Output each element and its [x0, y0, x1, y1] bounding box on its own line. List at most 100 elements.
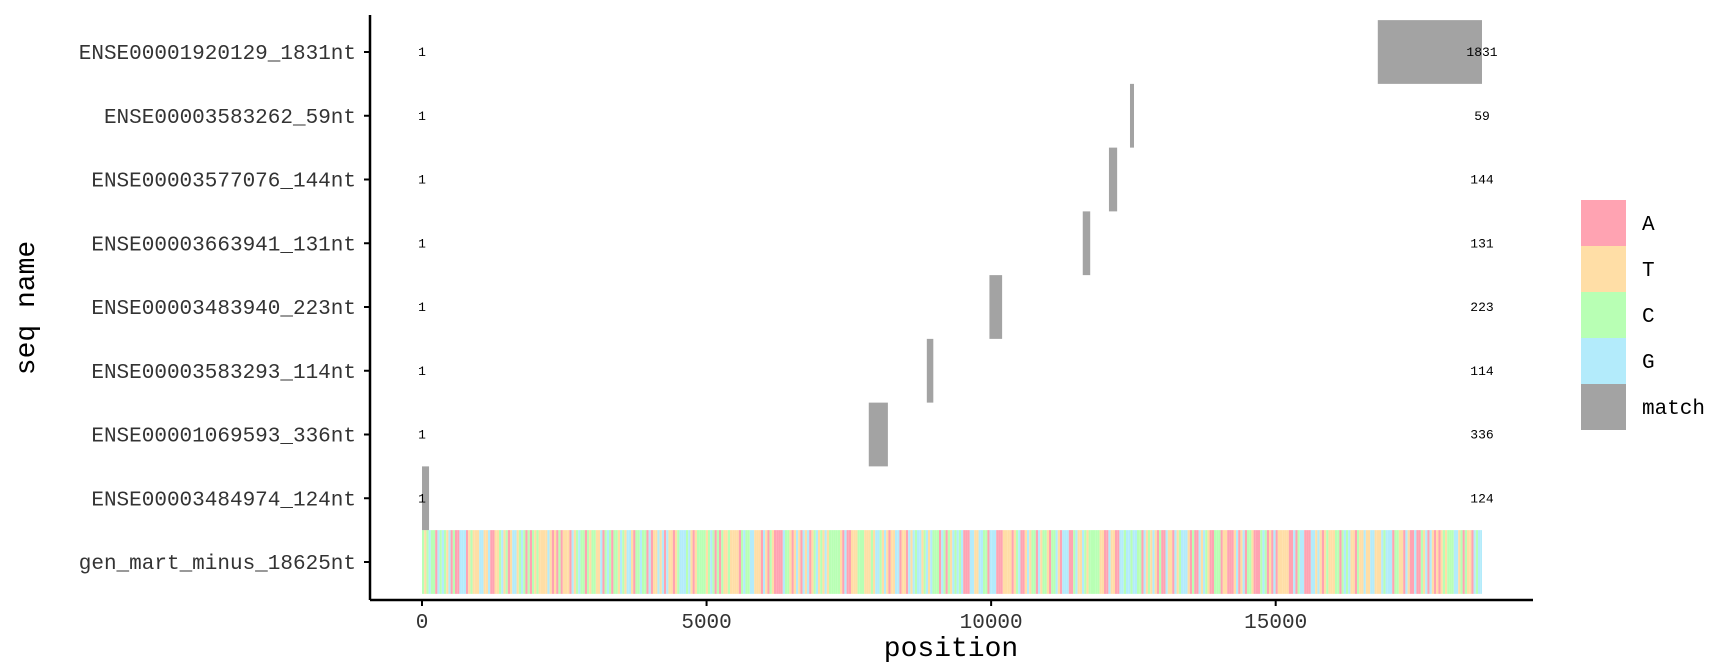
ref-nucleotide-strip [1343, 530, 1346, 594]
ref-nucleotide-strip [774, 530, 777, 594]
ref-nucleotide-strip [833, 530, 836, 594]
ref-nucleotide-strip [1167, 530, 1170, 594]
ref-nucleotide-strip [785, 530, 788, 594]
ref-nucleotide-strip [1295, 530, 1298, 594]
ref-nucleotide-strip [741, 530, 744, 594]
ref-nucleotide-strip [939, 530, 942, 594]
ref-nucleotide-strip [1097, 530, 1100, 594]
ref-nucleotide-strip [787, 530, 790, 594]
ref-nucleotide-strip [965, 530, 968, 594]
ref-nucleotide-strip [1374, 530, 1377, 594]
ref-nucleotide-strip [626, 530, 629, 594]
ref-nucleotide-strip [613, 530, 616, 594]
ref-nucleotide-strip [972, 530, 975, 594]
ref-nucleotide-strip [554, 530, 557, 594]
ref-nucleotide-strip [1462, 530, 1465, 594]
ref-nucleotide-strip [888, 530, 891, 594]
ref-nucleotide-strip [439, 530, 442, 594]
ref-nucleotide-strip [1082, 530, 1085, 594]
legend-swatch [1581, 338, 1626, 384]
ref-nucleotide-strip [1405, 530, 1408, 594]
ref-nucleotide-strip [1159, 530, 1162, 594]
ref-nucleotide-strip [1249, 530, 1252, 594]
ref-nucleotide-strip [488, 530, 491, 594]
ref-nucleotide-strip [954, 530, 957, 594]
ref-nucleotide-strip [659, 530, 662, 594]
ref-nucleotide-strip [1062, 530, 1065, 594]
ref-nucleotide-strip [1368, 530, 1371, 594]
ref-nucleotide-strip [1447, 530, 1450, 594]
ref-nucleotide-strip [1011, 530, 1014, 594]
ref-nucleotide-strip [573, 530, 576, 594]
ref-nucleotide-strip [639, 530, 642, 594]
ref-nucleotide-strip [851, 530, 854, 594]
ref-nucleotide-strip [998, 530, 1001, 594]
ref-nucleotide-strip [1189, 530, 1192, 594]
ref-nucleotide-strip [1057, 530, 1060, 594]
ref-nucleotide-strip [1187, 530, 1190, 594]
ref-nucleotide-strip [1016, 530, 1019, 594]
ref-nucleotide-strip [936, 530, 939, 594]
ref-nucleotide-strip [899, 530, 902, 594]
ref-nucleotide-strip [862, 530, 865, 594]
ref-nucleotide-strip [1418, 530, 1421, 594]
ref-nucleotide-strip [538, 530, 541, 594]
ref-nucleotide-strip [1154, 530, 1157, 594]
legend-swatch [1581, 292, 1626, 338]
ref-nucleotide-strip [1200, 530, 1203, 594]
ref-nucleotide-strip [1110, 530, 1113, 594]
ref-nucleotide-strip [1029, 530, 1032, 594]
ref-nucleotide-strip [646, 530, 649, 594]
ref-nucleotide-strip [1385, 530, 1388, 594]
x-axis-title: position [884, 634, 1018, 665]
ref-nucleotide-strip [943, 530, 946, 594]
ref-nucleotide-strip [1218, 530, 1221, 594]
end-position-label: 1831 [1466, 45, 1497, 60]
end-position-label: 114 [1470, 364, 1494, 379]
ref-nucleotide-strip [826, 530, 829, 594]
ref-nucleotide-strip [642, 530, 645, 594]
ref-nucleotide-strip [1451, 530, 1454, 594]
ref-nucleotide-strip [983, 530, 986, 594]
ref-nucleotide-strip [738, 530, 741, 594]
sequence-labels: ENSE00001920129_1831nt ENSE00003583262_59… [79, 43, 370, 576]
ref-nucleotide-strip [1330, 530, 1333, 594]
ref-nucleotide-strip [474, 530, 477, 594]
ref-nucleotide-strip [512, 530, 515, 594]
ref-nucleotide-strip [433, 530, 436, 594]
end-position-label: 144 [1470, 173, 1494, 188]
ref-nucleotide-strip [516, 530, 519, 594]
ref-nucleotide-strip [1163, 530, 1166, 594]
legend-label: G [1642, 352, 1655, 375]
ref-nucleotide-strip [670, 530, 673, 594]
ref-nucleotide-strip [796, 530, 799, 594]
ref-nucleotide-strip [1339, 530, 1342, 594]
ref-nucleotide-strip [1141, 530, 1144, 594]
ref-nucleotide-strip [1240, 530, 1243, 594]
ref-nucleotide-strip [593, 530, 596, 594]
ref-nucleotide-strip [501, 530, 504, 594]
ref-nucleotide-strip [637, 530, 640, 594]
ref-nucleotide-strip [470, 530, 473, 594]
ref-nucleotide-strip [1357, 530, 1360, 594]
y-axis-title: seq name [12, 241, 43, 375]
ref-nucleotide-strip [1442, 530, 1445, 594]
ref-nucleotide-strip [1456, 530, 1459, 594]
ref-nucleotide-strip [1214, 530, 1217, 594]
ref-nucleotide-strip [1150, 530, 1153, 594]
ref-nucleotide-strip [527, 530, 530, 594]
ref-nucleotide-strip [1271, 530, 1274, 594]
ref-nucleotide-strip [853, 530, 856, 594]
ref-nucleotide-strip [791, 530, 794, 594]
ref-nucleotide-strip [945, 530, 948, 594]
ref-nucleotide-strip [1429, 530, 1432, 594]
ref-nucleotide-strip [1207, 530, 1210, 594]
ref-nucleotide-strip [1035, 530, 1038, 594]
ref-nucleotide-strip [1255, 530, 1258, 594]
match-block [1108, 147, 1118, 212]
end-position-label: 59 [1474, 109, 1490, 124]
ref-nucleotide-strip [1095, 530, 1098, 594]
ref-nucleotide-strip [1024, 530, 1027, 594]
end-position-label: 131 [1470, 236, 1494, 251]
ref-nucleotide-strip [985, 530, 988, 594]
